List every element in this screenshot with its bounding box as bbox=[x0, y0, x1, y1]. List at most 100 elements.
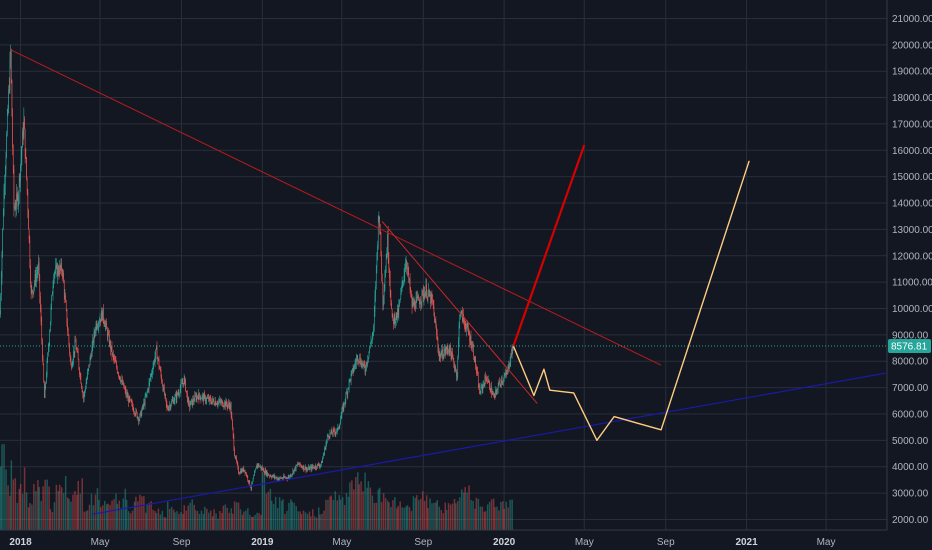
candle-body bbox=[203, 394, 205, 401]
candle-body bbox=[126, 393, 128, 398]
candle-body bbox=[475, 367, 477, 371]
candle-body bbox=[145, 396, 147, 397]
candle-body bbox=[413, 301, 414, 306]
candle-body bbox=[301, 465, 302, 468]
candle-body bbox=[338, 426, 339, 429]
volume-bar bbox=[496, 506, 498, 530]
volume-bar bbox=[457, 501, 459, 530]
candle-body bbox=[495, 390, 496, 397]
candle-body bbox=[88, 364, 90, 369]
candle-body bbox=[71, 364, 73, 368]
volume-bar bbox=[302, 510, 305, 530]
volume-bar bbox=[208, 512, 210, 530]
y-tick-label: 5000.00 bbox=[892, 436, 929, 447]
volume-bar bbox=[200, 510, 203, 530]
price-axis[interactable]: 2000.00 3000.00 4000.00 5000.00 6000.00 7000.… bbox=[886, 0, 932, 550]
candle-body bbox=[144, 402, 145, 406]
candle-body bbox=[230, 403, 231, 410]
candle-body bbox=[211, 401, 213, 404]
volume-bar bbox=[263, 472, 266, 530]
volume-bar bbox=[341, 497, 344, 530]
candle-body bbox=[125, 389, 127, 395]
time-axis[interactable]: 2018 May Sep 2019 May Sep 2020 May Sep 2021 May bbox=[0, 529, 887, 548]
candle-body bbox=[0, 296, 1, 314]
volume-bar bbox=[464, 487, 466, 530]
candle-body bbox=[269, 475, 271, 477]
volume-bar bbox=[3, 444, 5, 530]
volume-bar bbox=[25, 492, 28, 530]
candle-body bbox=[87, 372, 88, 379]
volume-bar bbox=[403, 507, 405, 530]
candle-body bbox=[7, 108, 9, 115]
candle-body bbox=[149, 378, 151, 382]
candle-body bbox=[438, 347, 439, 355]
candle-body bbox=[492, 393, 494, 395]
candle-body bbox=[431, 294, 433, 300]
candle-body bbox=[147, 388, 149, 392]
candle-body bbox=[320, 464, 321, 466]
candle-body bbox=[2, 228, 3, 254]
candle-body bbox=[427, 292, 429, 298]
candle-body bbox=[322, 458, 323, 463]
volume-bar bbox=[60, 487, 63, 530]
candle-body bbox=[212, 398, 213, 402]
candle-body bbox=[163, 386, 165, 395]
candle-body bbox=[114, 359, 116, 362]
candle-body bbox=[299, 462, 300, 465]
candle-body bbox=[285, 477, 287, 479]
volume-bar bbox=[371, 495, 374, 530]
candle-body bbox=[203, 395, 204, 401]
candle-body bbox=[4, 184, 5, 189]
candle-body bbox=[236, 457, 237, 462]
candle-body bbox=[381, 255, 382, 274]
candle-body bbox=[330, 430, 332, 434]
volume-bar bbox=[427, 507, 429, 530]
candle-body bbox=[422, 291, 424, 299]
candle-body bbox=[15, 206, 17, 210]
candle-body bbox=[407, 268, 408, 269]
candle-body bbox=[153, 361, 154, 367]
volume-bar bbox=[185, 510, 187, 530]
candle-body bbox=[213, 400, 215, 404]
candle-body bbox=[330, 432, 331, 434]
candle-body bbox=[375, 265, 377, 287]
candle-body bbox=[299, 462, 301, 466]
candle-body bbox=[297, 464, 299, 465]
volume-bar bbox=[164, 517, 167, 530]
candle-body bbox=[309, 466, 310, 471]
volume-bar bbox=[479, 506, 482, 530]
candle-body bbox=[370, 341, 372, 343]
candle-body bbox=[262, 467, 263, 470]
candle-body bbox=[358, 361, 360, 363]
candle-body bbox=[306, 469, 308, 471]
candle-body bbox=[186, 390, 188, 394]
volume-bar bbox=[183, 505, 185, 530]
candle-body bbox=[148, 388, 149, 390]
candle-body bbox=[283, 475, 285, 478]
candle-body bbox=[342, 406, 343, 411]
candle-body bbox=[356, 356, 358, 359]
volume-bar bbox=[154, 511, 156, 530]
candle-body bbox=[179, 388, 181, 394]
candle-body bbox=[507, 365, 509, 370]
candle-body bbox=[110, 345, 112, 351]
volume-bar bbox=[284, 513, 286, 530]
candle-body bbox=[10, 50, 11, 59]
candle-body bbox=[216, 404, 218, 405]
candle-body bbox=[259, 466, 260, 468]
volume-bar bbox=[483, 511, 486, 530]
volume-bar bbox=[349, 482, 351, 530]
y-tick-label: 9000.00 bbox=[892, 330, 929, 341]
candle-body bbox=[316, 467, 317, 469]
candle-body bbox=[156, 345, 157, 350]
candle-body bbox=[195, 395, 196, 397]
candle-body bbox=[123, 382, 125, 389]
volume-bar bbox=[410, 511, 413, 530]
candle-body bbox=[252, 478, 254, 482]
candle-body bbox=[205, 400, 207, 402]
volume-bar bbox=[172, 509, 175, 530]
candle-body bbox=[265, 469, 266, 475]
candle-body bbox=[19, 176, 21, 182]
candle-body bbox=[187, 393, 188, 403]
